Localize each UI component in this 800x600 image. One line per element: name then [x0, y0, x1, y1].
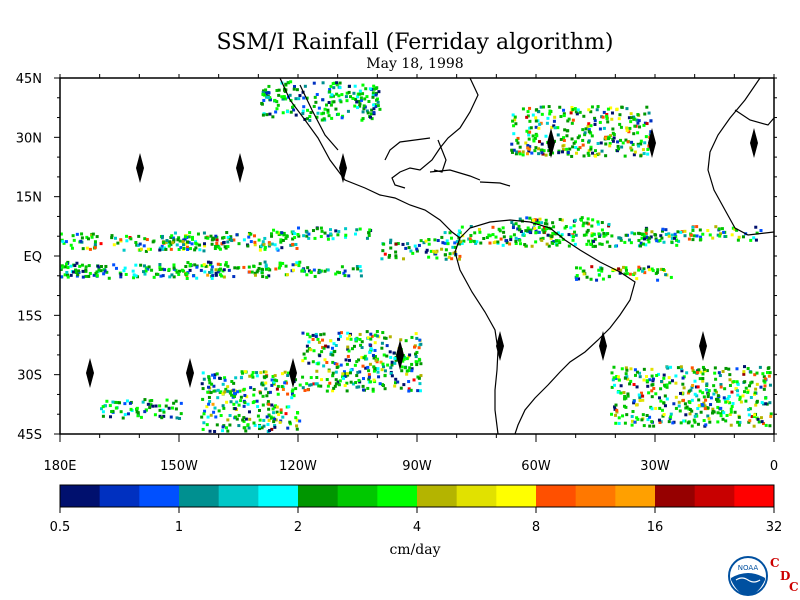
- colorbar-swatch: [179, 485, 220, 507]
- lat-tick-label: 45S: [17, 428, 42, 443]
- lat-tick-label: EQ: [24, 250, 42, 265]
- map-subtitle: May 18, 1998: [366, 56, 464, 72]
- colorbar-swatch: [694, 485, 735, 507]
- colorbar-tick-label: 16: [647, 520, 664, 535]
- colorbar-unit: cm/day: [389, 542, 441, 558]
- sampling-marker: [86, 358, 94, 388]
- coast-baja: [299, 84, 339, 151]
- sampling-marker: [648, 128, 656, 158]
- colorbar-tick-label: 4: [413, 520, 421, 535]
- coastlines: [279, 78, 774, 434]
- colorbar-swatch: [258, 485, 299, 507]
- noaa-logo-icon: NOAA: [728, 556, 768, 596]
- colorbar-swatch: [337, 485, 378, 507]
- sampling-marker: [547, 128, 555, 158]
- coast-gulf: [384, 137, 431, 161]
- sampling-marker: [186, 358, 194, 388]
- lon-tick-label: 60W: [521, 459, 551, 474]
- lon-tick-label: 0: [770, 459, 778, 474]
- map-axes: 45N 30N 15N EQ 15S 30S 45S 180E 150W 120W 90W 60W 30…: [16, 72, 778, 474]
- lon-tick-label: 180E: [43, 459, 76, 474]
- colorbar-tick-label: 1: [175, 520, 183, 535]
- lat-tick-label: 30S: [17, 369, 42, 384]
- sampling-marker: [699, 331, 707, 361]
- colorbar-swatch: [417, 485, 458, 507]
- coast-africa: [707, 78, 774, 236]
- colorbar-swatch: [99, 485, 140, 507]
- cdc-letter-3: C: [789, 580, 799, 594]
- colorbar-swatch: [60, 485, 101, 507]
- lat-tick-label: 45N: [16, 72, 42, 87]
- coast-us-east: [391, 78, 479, 189]
- lon-tick-label: 150W: [160, 459, 198, 474]
- sampling-marker: [750, 128, 758, 158]
- lon-tick-label: 30W: [640, 459, 670, 474]
- colorbar-swatch: [655, 485, 696, 507]
- coast-hispaniola: [479, 181, 511, 187]
- colorbar-tick-label: 32: [766, 520, 783, 535]
- colorbar-swatch: [734, 485, 775, 507]
- lat-tick-label: 15N: [16, 191, 42, 206]
- map-title: SSM/I Rainfall (Ferriday algorithm): [216, 30, 614, 55]
- colorbar-swatch: [298, 485, 339, 507]
- colorbar-swatch: [536, 485, 577, 507]
- colorbar-swatch: [615, 485, 656, 507]
- coast-cuba: [429, 169, 481, 181]
- lon-tick-label: 120W: [279, 459, 317, 474]
- colorbar-tick-label: 0.5: [50, 520, 71, 535]
- colorbar: 0.5 1 2 4 8 16 32: [50, 484, 783, 535]
- colorbar-swatch: [218, 485, 259, 507]
- colorbar-swatch: [575, 485, 616, 507]
- lat-tick-label: 30N: [16, 131, 42, 146]
- coast-europe: [734, 109, 774, 126]
- noaa-logo-text: NOAA: [738, 564, 759, 572]
- lon-tick-label: 90W: [402, 459, 432, 474]
- coast-florida: [433, 139, 447, 173]
- colorbar-swatch: [377, 485, 418, 507]
- cdc-letter-1: C: [770, 556, 780, 570]
- lat-tick-label: 15S: [17, 309, 42, 324]
- colorbar-swatch: [496, 485, 537, 507]
- map-frame: [59, 77, 775, 435]
- rain-field: [60, 80, 773, 433]
- coast-south-america: [459, 219, 636, 434]
- sampling-marker: [289, 358, 297, 388]
- cdc-letter-2: D: [780, 569, 791, 583]
- colorbar-tick-label: 2: [294, 520, 302, 535]
- sampling-marker: [396, 340, 404, 370]
- colorbar-swatch: [456, 485, 497, 507]
- coast-sa-west: [454, 237, 499, 434]
- sampling-marker: [599, 331, 607, 361]
- colorbar-tick-label: 8: [532, 520, 540, 535]
- sampling-marker: [339, 153, 347, 183]
- colorbar-swatch: [139, 485, 180, 507]
- coast-north-america: [279, 78, 461, 239]
- sampling-marker: [236, 153, 244, 183]
- sampling-marker: [136, 153, 144, 183]
